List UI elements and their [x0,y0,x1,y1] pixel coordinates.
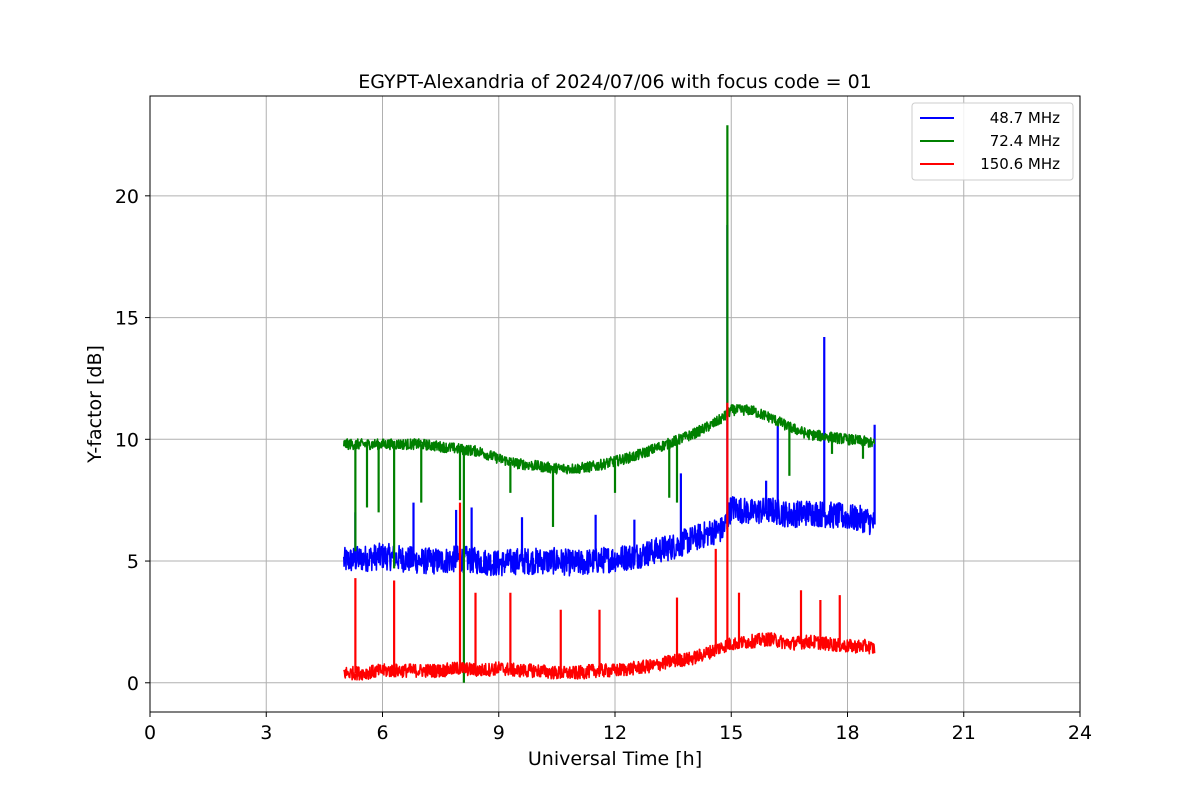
y-tick-label: 15 [115,308,139,330]
x-tick-label: 15 [719,722,743,744]
series-line [343,632,876,681]
y-tick-label: 0 [127,673,139,695]
chart-title: EGYPT-Alexandria of 2024/07/06 with focu… [358,71,872,93]
legend-box [911,102,1074,181]
series-line [343,496,875,577]
x-tick-label: 0 [144,722,156,744]
legend-label: 72.4 MHz [990,132,1060,150]
series-2 [343,402,876,681]
series-layer [343,125,876,683]
legend-label: 48.7 MHz [990,109,1060,127]
x-tick-label: 3 [260,722,272,744]
y-axis: 0 5 10 15 20 [115,186,150,695]
x-tick-label: 6 [376,722,388,744]
y-tick-label: 20 [115,186,139,208]
x-axis-label: Universal Time [h] [528,748,702,770]
series-1 [343,125,876,683]
y-tick-label: 5 [127,551,139,573]
x-axis: 0 3 6 9 12 15 18 21 24 [144,712,1092,744]
legend: 48.7 MHz 72.4 MHz 150.6 MHz [911,102,1074,181]
y-tick-label: 10 [115,429,139,451]
legend-label: 150.6 MHz [980,155,1060,173]
series-line [343,404,876,475]
x-tick-label: 18 [835,722,859,744]
y-axis-label: Y-factor [dB] [84,345,106,464]
x-tick-label: 12 [603,722,627,744]
x-tick-label: 24 [1068,722,1092,744]
x-tick-label: 21 [952,722,976,744]
x-tick-label: 9 [493,722,505,744]
